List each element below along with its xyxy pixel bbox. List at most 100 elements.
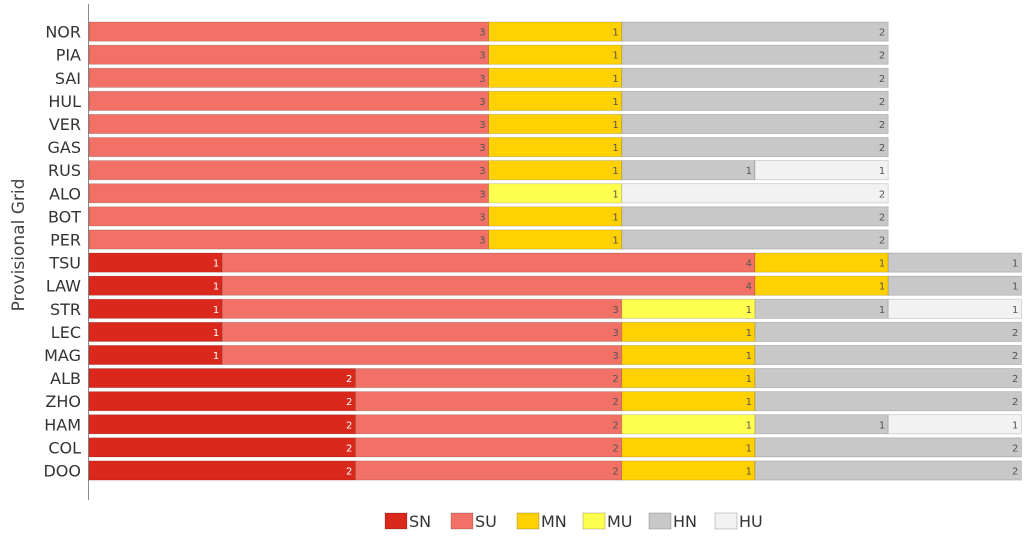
category-label: PIA xyxy=(56,46,81,65)
legend-swatch-su xyxy=(450,512,474,530)
bar-segment-hn xyxy=(621,160,756,181)
data-label: 1 xyxy=(746,351,752,362)
category-label: HAM xyxy=(44,415,81,434)
data-label: 3 xyxy=(479,236,485,247)
legend-label: HN xyxy=(673,512,697,531)
data-label: 2 xyxy=(612,467,618,478)
bar-segment-su xyxy=(88,44,490,65)
bar-segment-su xyxy=(354,391,623,412)
data-label: 2 xyxy=(879,189,885,200)
bar-segment-mu xyxy=(621,414,756,435)
legend-label: HU xyxy=(739,512,763,531)
bar-segment-su xyxy=(354,437,623,458)
data-label: 2 xyxy=(1012,443,1018,454)
bar-segment-hn xyxy=(754,460,1022,481)
bar-segment-hn xyxy=(754,437,1022,458)
data-label: 1 xyxy=(879,166,885,177)
bar-segment-su xyxy=(88,21,490,42)
bar-segment-su xyxy=(88,160,490,181)
bar-segment-sn xyxy=(88,368,356,389)
bar-segment-mn xyxy=(488,90,623,111)
bar-segment-su xyxy=(88,229,490,250)
data-label: 2 xyxy=(346,420,352,431)
data-label: 1 xyxy=(746,443,752,454)
data-label: 2 xyxy=(1012,397,1018,408)
bar-segment-mn xyxy=(754,275,889,296)
data-label: 1 xyxy=(612,28,618,39)
bar-segment-hu xyxy=(887,414,1022,435)
bar-segment-sn xyxy=(88,391,356,412)
legend-label: MN xyxy=(541,512,567,531)
bar-segment-hn xyxy=(621,90,889,111)
legend-swatch-sn xyxy=(384,512,408,530)
data-label: 1 xyxy=(612,143,618,154)
data-label: 3 xyxy=(479,120,485,131)
bar-segment-mn xyxy=(488,67,623,88)
bar-segment-hn xyxy=(754,344,1022,365)
bar-segment-sn xyxy=(88,437,356,458)
data-label: 1 xyxy=(612,120,618,131)
legend-label: MU xyxy=(607,512,633,531)
bar-segment-mn xyxy=(488,44,623,65)
data-label: 2 xyxy=(346,397,352,408)
data-label: 1 xyxy=(879,420,885,431)
bar-segment-hn xyxy=(887,252,1022,273)
data-label: 2 xyxy=(879,212,885,223)
bar-segment-hn xyxy=(621,229,889,250)
bar-segment-mn xyxy=(621,437,756,458)
data-label: 2 xyxy=(1012,374,1018,385)
bar-segment-hn xyxy=(754,298,889,319)
data-label: 1 xyxy=(1012,305,1018,316)
bar-segment-su xyxy=(221,321,623,342)
data-label: 1 xyxy=(612,236,618,247)
category-label: GAS xyxy=(48,138,82,157)
data-label: 1 xyxy=(746,397,752,408)
bar-segment-mn xyxy=(488,229,623,250)
data-label: 1 xyxy=(1012,420,1018,431)
bar-segment-sn xyxy=(88,252,223,273)
legend-label: SU xyxy=(475,512,497,531)
data-label: 2 xyxy=(879,28,885,39)
bar-segment-sn xyxy=(88,414,356,435)
data-label: 3 xyxy=(479,166,485,177)
data-label: 3 xyxy=(479,28,485,39)
bar-segment-mn xyxy=(621,344,756,365)
bars-group: 3 1 2 3 1 2 3 1 2 3 1 2 3 1 2 3 1 2 3 1 1 1 3 1 2 3 1 2 3 1 2 1 4 1 1 1 4 1 1 1… xyxy=(88,21,1022,481)
bar-segment-hn xyxy=(621,67,889,88)
data-label: 2 xyxy=(346,374,352,385)
data-label: 1 xyxy=(879,259,885,270)
category-label: COL xyxy=(48,438,81,457)
data-label: 1 xyxy=(213,259,219,270)
bar-segment-sn xyxy=(88,275,223,296)
legend-label: SN xyxy=(409,512,431,531)
bar-segment-su xyxy=(88,90,490,111)
category-label: LAW xyxy=(46,277,81,296)
bar-segment-su xyxy=(88,67,490,88)
legend-swatch-mn xyxy=(516,512,540,530)
data-label: 3 xyxy=(479,143,485,154)
bar-segment-su xyxy=(221,344,623,365)
bar-segment-su xyxy=(88,183,490,204)
data-label: 2 xyxy=(1012,351,1018,362)
data-label: 1 xyxy=(612,212,618,223)
bar-segment-mn xyxy=(488,160,623,181)
y-axis-title: Provisional Grid xyxy=(9,179,29,312)
data-label: 1 xyxy=(612,51,618,62)
data-label: 1 xyxy=(213,351,219,362)
bar-segment-su xyxy=(88,114,490,135)
data-label: 2 xyxy=(1012,467,1018,478)
data-label: 1 xyxy=(213,305,219,316)
data-label: 1 xyxy=(1012,282,1018,293)
bar-segment-hn xyxy=(754,321,1022,342)
bar-segment-su xyxy=(88,206,490,227)
bar-segment-mu xyxy=(488,183,623,204)
data-label: 3 xyxy=(612,328,618,339)
category-labels: NOR PIA SAI HUL VER GAS RUS ALO BOT PER TSU LAW STR L… xyxy=(43,23,81,481)
bar-segment-sn xyxy=(88,460,356,481)
data-label: 1 xyxy=(746,328,752,339)
data-label: 1 xyxy=(746,374,752,385)
data-label: 2 xyxy=(879,120,885,131)
bar-segment-su xyxy=(88,137,490,158)
data-label: 2 xyxy=(1012,328,1018,339)
